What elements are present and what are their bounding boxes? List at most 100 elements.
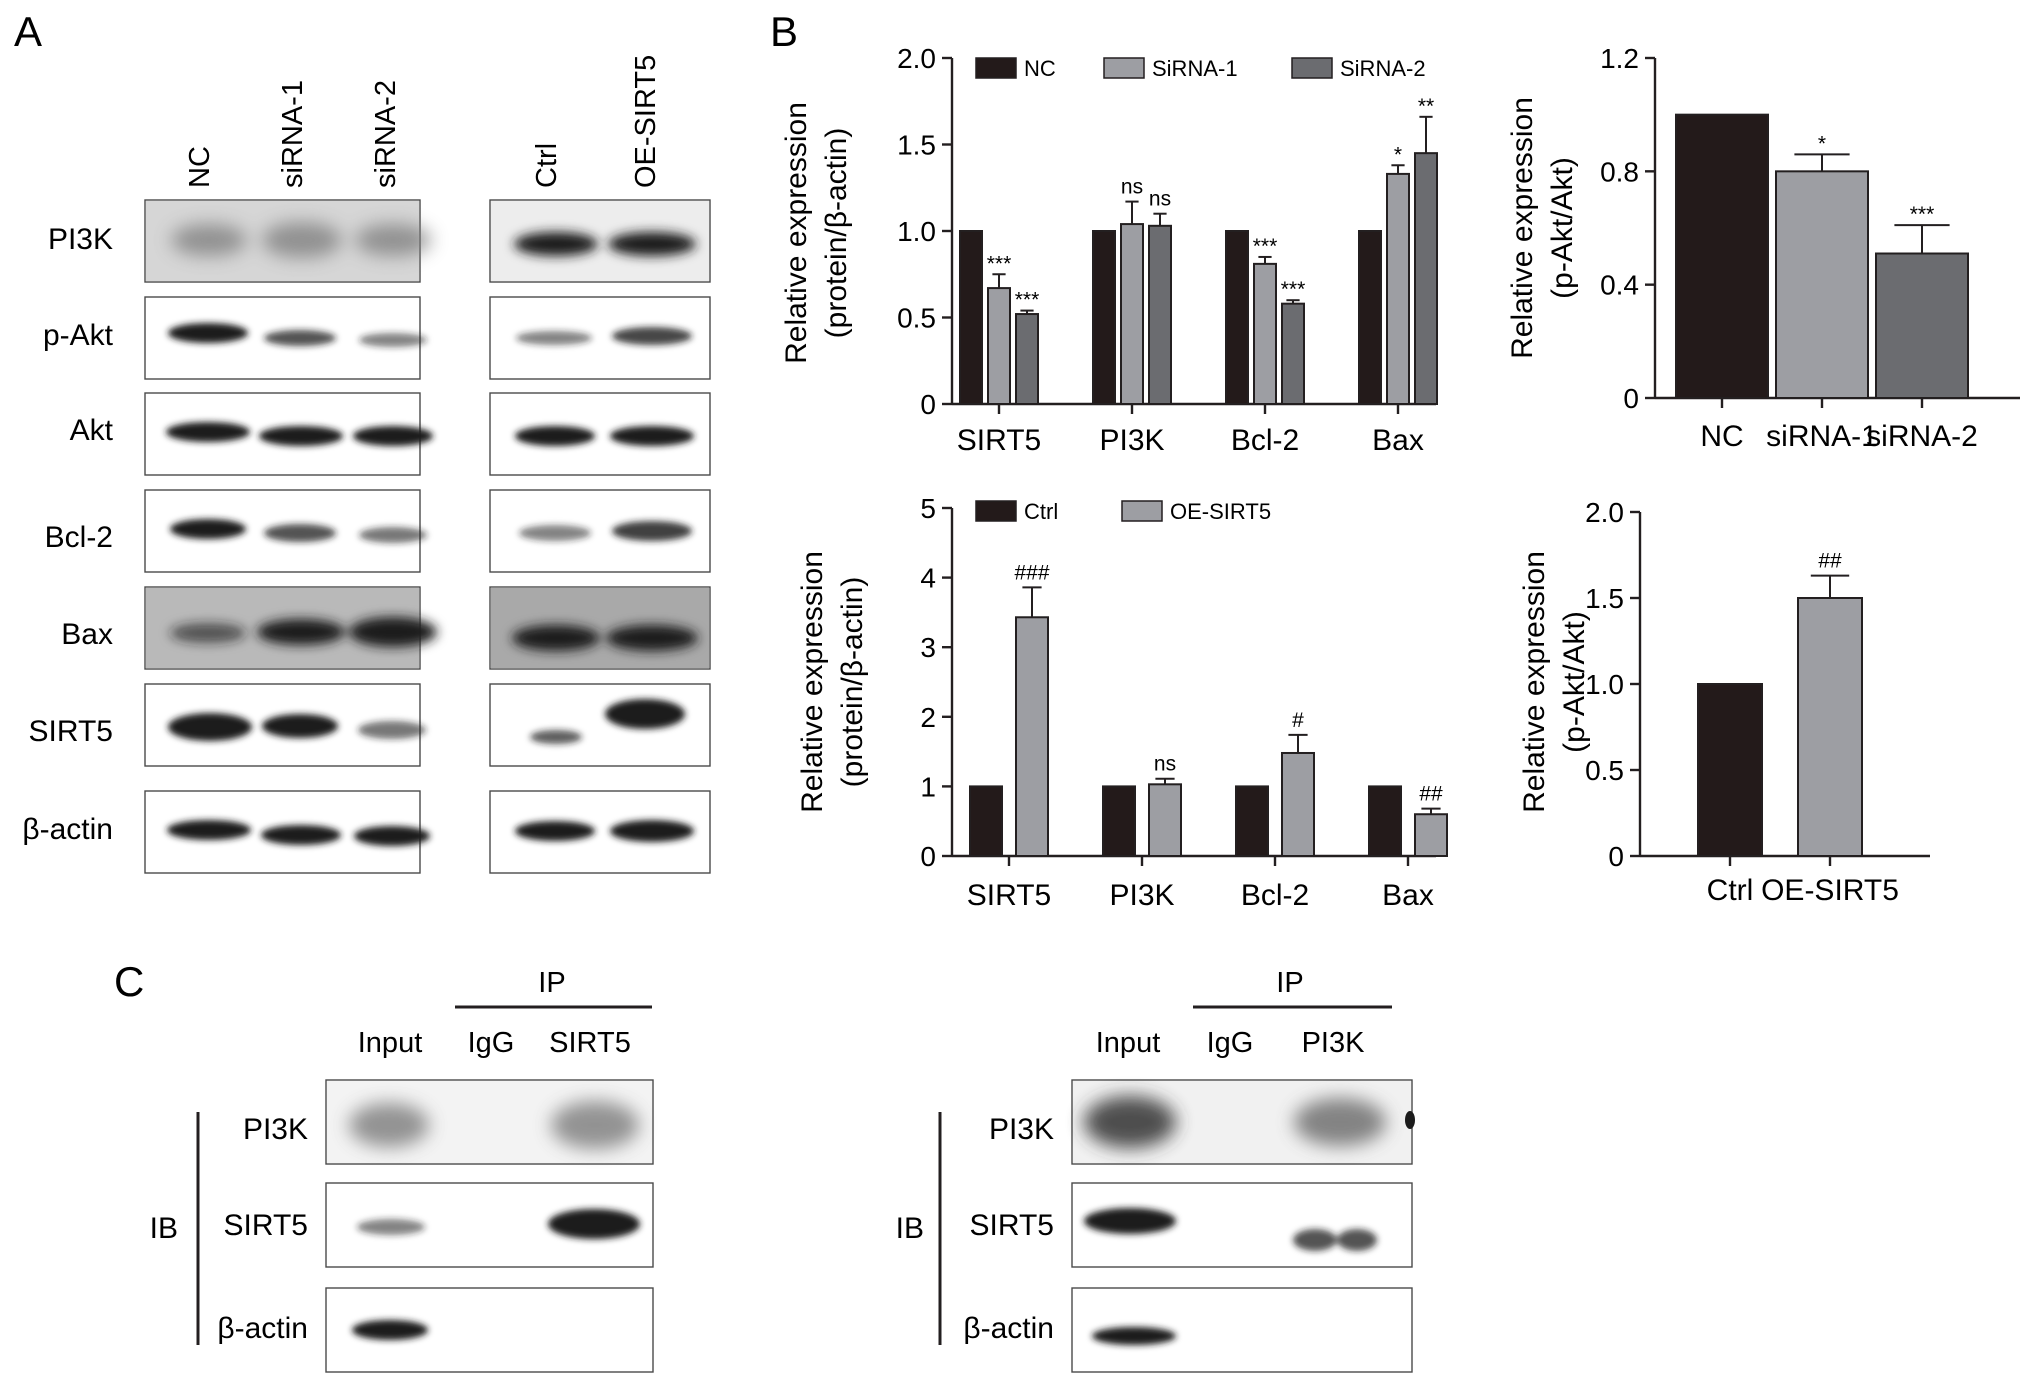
bar-series-ctrl — [1697, 683, 1763, 857]
blot-sirt5-overexpression — [489, 683, 711, 767]
y-axis-label-line-2: (protein/β-actin) — [836, 577, 869, 788]
significance-label: *** — [987, 252, 1012, 275]
legend-swatch-ctrl — [975, 500, 1017, 522]
legend-label-sirna-2: SiRNA-2 — [1340, 56, 1426, 81]
blot-p-akt-overexpression — [489, 296, 711, 380]
significance-label: *** — [1910, 203, 1935, 226]
coip-left-blot-pi3k — [325, 1079, 654, 1165]
row-label-pi3k: PI3K — [48, 223, 113, 256]
significance-label: # — [1292, 709, 1304, 732]
x-tick-label-sirt5: SIRT5 — [967, 879, 1051, 912]
blot-akt-knockdown — [144, 392, 433, 476]
y-tick-label: 1 — [920, 771, 936, 802]
panel-letter-a: A — [14, 8, 42, 55]
significance-label: ns — [1149, 188, 1171, 211]
bar-nc-sirt5 — [959, 230, 983, 405]
x-tick-label-bcl-2: Bcl-2 — [1241, 879, 1309, 912]
chart-knockdown-protein-expression: Relative expression (protein/β-actin) 0 0.5… — [780, 43, 1438, 457]
blot-beta-actin-overexpression — [489, 790, 711, 874]
bar-ctrl-sirt5 — [969, 785, 1003, 858]
x-tick-label-pi3k: PI3K — [1099, 424, 1164, 457]
y-axis-label-line-1: Relative expression — [1518, 551, 1551, 813]
y-tick-label: 1.5 — [1585, 583, 1624, 614]
row-label-bax: Bax — [61, 618, 113, 651]
coip-left-blot-sirt5 — [325, 1182, 654, 1268]
row-label-akt: Akt — [70, 414, 114, 447]
lane-label-input-left: Input — [358, 1027, 423, 1059]
bar-sirna-2-pi3k — [1148, 224, 1172, 405]
y-axis-label-line-2: (p-Akt/Akt) — [1558, 611, 1591, 753]
ib-label-right: IB — [896, 1212, 924, 1245]
lane-label-igg-left: IgG — [468, 1027, 515, 1059]
legend-label-oe-sirt5: OE-SIRT5 — [1170, 499, 1271, 524]
y-axis-label-line-1: Relative expression — [796, 551, 829, 813]
y-tick-label: 2 — [920, 702, 936, 733]
y-tick-label: 5 — [920, 493, 936, 524]
row-label-p-akt: p-Akt — [43, 319, 114, 352]
bar-series-sirna-2 — [1875, 252, 1969, 399]
coip-left-row-beta-actin: β-actin — [217, 1312, 308, 1345]
lane-label-nc: NC — [184, 146, 216, 188]
y-tick-label: 1.5 — [897, 130, 936, 161]
bar-nc-bcl-2 — [1225, 230, 1249, 405]
bar-ctrl-bax — [1368, 785, 1402, 858]
legend-label-nc: NC — [1024, 56, 1056, 81]
bar-series-nc — [1675, 113, 1769, 400]
ib-label-left: IB — [150, 1212, 178, 1245]
x-tick-label-bcl-2: Bcl-2 — [1231, 424, 1299, 457]
blot-column-overexpression — [489, 199, 711, 874]
y-tick-label: 1.2 — [1600, 43, 1639, 74]
blot-sirt5-knockdown — [144, 683, 426, 767]
blot-bcl-2-overexpression — [489, 489, 711, 573]
x-tick-label-sirna-1: siRNA-1 — [1766, 420, 1878, 453]
y-tick-label: 1.0 — [897, 216, 936, 247]
significance-label: *** — [1253, 235, 1278, 258]
lane-label-ctrl: Ctrl — [531, 143, 563, 188]
lane-label-sirna-1: siRNA-1 — [277, 80, 309, 188]
blot-pi3k-overexpression — [489, 199, 711, 283]
significance-label: *** — [1015, 289, 1040, 312]
legend-label-ctrl: Ctrl — [1024, 499, 1058, 524]
legend-label-sirna-1: SiRNA-1 — [1152, 56, 1238, 81]
bar-nc-pi3k — [1092, 230, 1116, 405]
panel-c: C IP Input IgG SIRT5 IB PI3K SIRT5 β-act… — [114, 958, 1415, 1373]
blot-bax-knockdown — [144, 586, 437, 670]
y-axis-label-line-2: (protein/β-actin) — [820, 128, 853, 339]
significance-label: * — [1394, 143, 1402, 166]
significance-label: ** — [1418, 95, 1434, 118]
y-tick-label: 3 — [920, 632, 936, 663]
y-axis-label-line-1: Relative expression — [780, 102, 813, 364]
bar-oe-sirt5-bax — [1414, 813, 1448, 857]
panel-letter-c: C — [114, 958, 144, 1005]
bar-sirna-2-sirt5 — [1015, 313, 1039, 406]
x-tick-label-bax: Bax — [1372, 424, 1424, 457]
bar-ctrl-pi3k — [1102, 785, 1136, 858]
y-tick-label: 0 — [1608, 841, 1624, 872]
bar-sirna-1-pi3k — [1120, 223, 1144, 405]
x-tick-label-bax: Bax — [1382, 879, 1434, 912]
significance-label: ## — [1419, 783, 1443, 806]
y-axis-label-line-1: Relative expression — [1506, 97, 1539, 359]
row-label-bcl-2: Bcl-2 — [45, 521, 113, 554]
row-label-sirt5: SIRT5 — [29, 715, 113, 748]
blot-column-knockdown — [144, 199, 437, 874]
lane-label-igg-right: IgG — [1207, 1027, 1254, 1059]
bar-sirna-1-bax — [1386, 172, 1410, 405]
significance-label: ns — [1121, 176, 1143, 199]
coip-left-blot-beta-actin — [325, 1287, 654, 1373]
blot-beta-actin-knockdown — [144, 790, 430, 874]
panel-letter-b: B — [770, 8, 798, 55]
y-axis-label-line-2: (p-Akt/Akt) — [1546, 157, 1579, 299]
ip-label-left: IP — [538, 967, 565, 999]
legend-swatch-sirna-1 — [1103, 57, 1145, 79]
coip-right-blot-beta-actin — [1071, 1287, 1413, 1373]
bar-nc-bax — [1358, 230, 1382, 405]
x-tick-label-sirna-2: siRNA-2 — [1866, 420, 1978, 453]
legend-swatch-nc — [975, 57, 1017, 79]
coip-left-row-pi3k: PI3K — [243, 1113, 308, 1146]
lane-label-sirna-2: siRNA-2 — [370, 80, 402, 188]
significance-label: * — [1818, 132, 1826, 155]
coip-right-row-pi3k: PI3K — [989, 1113, 1054, 1146]
bar-ctrl-bcl-2 — [1235, 785, 1269, 858]
x-tick-label-ctrl: Ctrl — [1707, 874, 1754, 907]
